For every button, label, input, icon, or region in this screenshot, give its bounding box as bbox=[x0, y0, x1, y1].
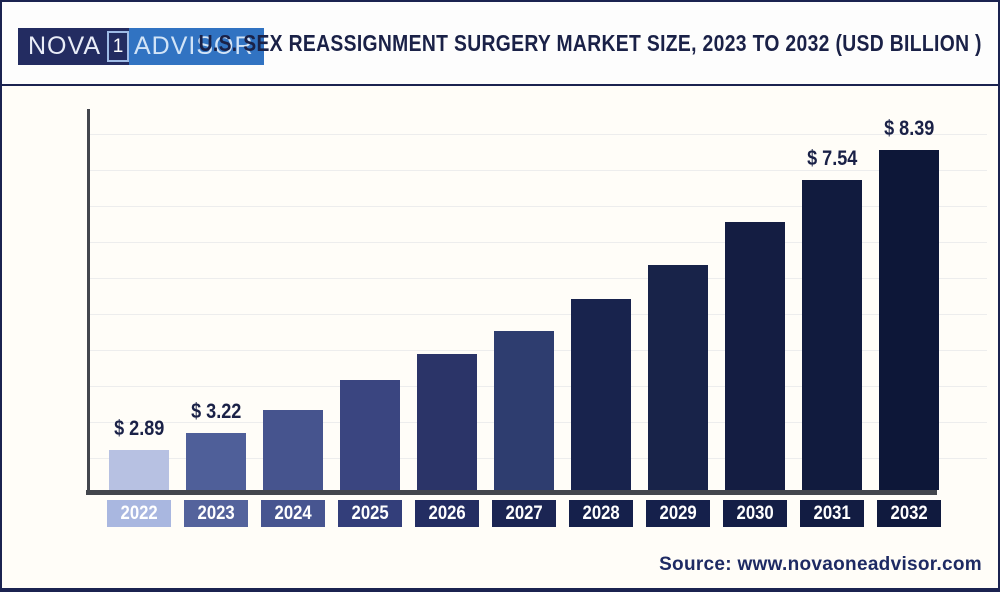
logo-text-one: 1 bbox=[107, 31, 129, 62]
bar-value-label-2031: $ 7.54 bbox=[806, 147, 858, 170]
logo-text-nova: NOVA bbox=[18, 28, 104, 65]
x-tick-2026: 2026 bbox=[415, 500, 479, 527]
x-tick-2030: 2030 bbox=[723, 500, 787, 527]
gridline bbox=[89, 206, 987, 207]
bar-2022 bbox=[109, 450, 169, 490]
bar-value-label-2022: $ 2.89 bbox=[113, 417, 165, 440]
x-tick-2025: 2025 bbox=[338, 500, 402, 527]
gridline bbox=[89, 314, 987, 315]
brand-logo: NOVA 1 ADVISOR bbox=[18, 28, 264, 65]
title-wrap: U.S. SEX REASSIGNMENT SURGERY MARKET SIZ… bbox=[198, 2, 981, 84]
header: NOVA 1 ADVISOR U.S. SEX REASSIGNMENT SUR… bbox=[2, 2, 998, 86]
logo-text-advisor: ADVISOR bbox=[129, 28, 264, 65]
y-axis-line bbox=[87, 109, 90, 495]
x-tick-2032: 2032 bbox=[877, 500, 941, 527]
bar-chart: $ 2.89 2022 $ 3.22 2023 2024 2025 2026 2027 2028… bbox=[2, 86, 998, 588]
page-title: U.S. SEX REASSIGNMENT SURGERY MARKET SIZ… bbox=[198, 29, 982, 56]
x-axis-line bbox=[86, 490, 937, 495]
bar-2028 bbox=[571, 299, 631, 490]
bar-2030 bbox=[725, 222, 785, 490]
bar-2027 bbox=[494, 331, 554, 490]
gridline bbox=[89, 170, 987, 171]
x-tick-2024: 2024 bbox=[261, 500, 325, 527]
gridline bbox=[89, 278, 987, 279]
x-tick-2029: 2029 bbox=[646, 500, 710, 527]
x-tick-2022: 2022 bbox=[107, 500, 171, 527]
logo-one-box: 1 bbox=[104, 28, 129, 65]
gridline bbox=[89, 134, 987, 135]
bar-2023 bbox=[186, 433, 246, 490]
bar-2031 bbox=[802, 180, 862, 490]
bar-2025 bbox=[340, 380, 400, 490]
x-tick-2023: 2023 bbox=[184, 500, 248, 527]
bar-2029 bbox=[648, 265, 708, 490]
gridline bbox=[89, 242, 987, 243]
bar-value-label-2023: $ 3.22 bbox=[190, 400, 242, 423]
x-tick-2028: 2028 bbox=[569, 500, 633, 527]
x-tick-2027: 2027 bbox=[492, 500, 556, 527]
bar-2024 bbox=[263, 410, 323, 490]
bar-2026 bbox=[417, 354, 477, 490]
x-tick-2031: 2031 bbox=[800, 500, 864, 527]
bar-2032 bbox=[879, 150, 939, 490]
source-text: Source: www.novaoneadvisor.com bbox=[659, 554, 982, 575]
bar-value-label-2032: $ 8.39 bbox=[883, 117, 935, 140]
